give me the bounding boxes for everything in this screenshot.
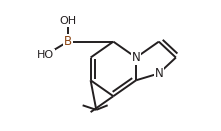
Text: HO: HO	[36, 50, 54, 60]
Text: OH: OH	[59, 16, 76, 26]
Text: B: B	[64, 35, 72, 48]
Text: N: N	[154, 67, 163, 80]
Text: N: N	[132, 51, 141, 64]
